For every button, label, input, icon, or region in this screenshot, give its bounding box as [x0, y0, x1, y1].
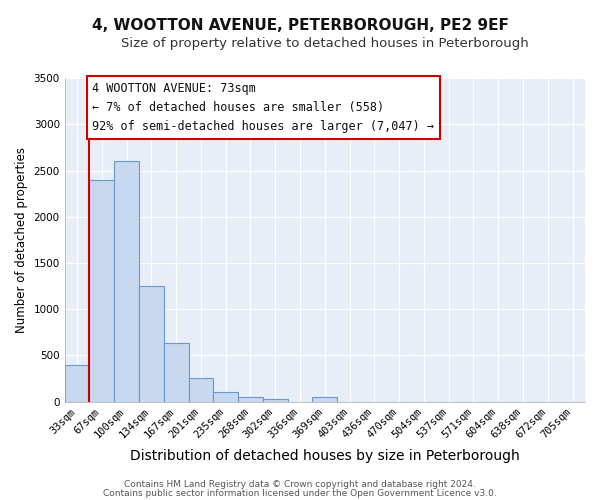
Bar	[139, 286, 164, 402]
Bar	[313, 396, 337, 402]
Bar	[188, 378, 214, 402]
Bar	[114, 162, 139, 402]
Bar	[214, 392, 238, 402]
Bar	[238, 396, 263, 402]
Text: 4 WOOTTON AVENUE: 73sqm
← 7% of detached houses are smaller (558)
92% of semi-de: 4 WOOTTON AVENUE: 73sqm ← 7% of detached…	[92, 82, 434, 133]
Title: Size of property relative to detached houses in Peterborough: Size of property relative to detached ho…	[121, 38, 529, 51]
Y-axis label: Number of detached properties: Number of detached properties	[15, 147, 28, 333]
Bar	[65, 364, 89, 402]
X-axis label: Distribution of detached houses by size in Peterborough: Distribution of detached houses by size …	[130, 448, 520, 462]
Text: Contains public sector information licensed under the Open Government Licence v3: Contains public sector information licen…	[103, 488, 497, 498]
Text: Contains HM Land Registry data © Crown copyright and database right 2024.: Contains HM Land Registry data © Crown c…	[124, 480, 476, 489]
Bar	[164, 342, 188, 402]
Text: 4, WOOTTON AVENUE, PETERBOROUGH, PE2 9EF: 4, WOOTTON AVENUE, PETERBOROUGH, PE2 9EF	[92, 18, 508, 32]
Bar	[89, 180, 114, 402]
Bar	[263, 399, 287, 402]
